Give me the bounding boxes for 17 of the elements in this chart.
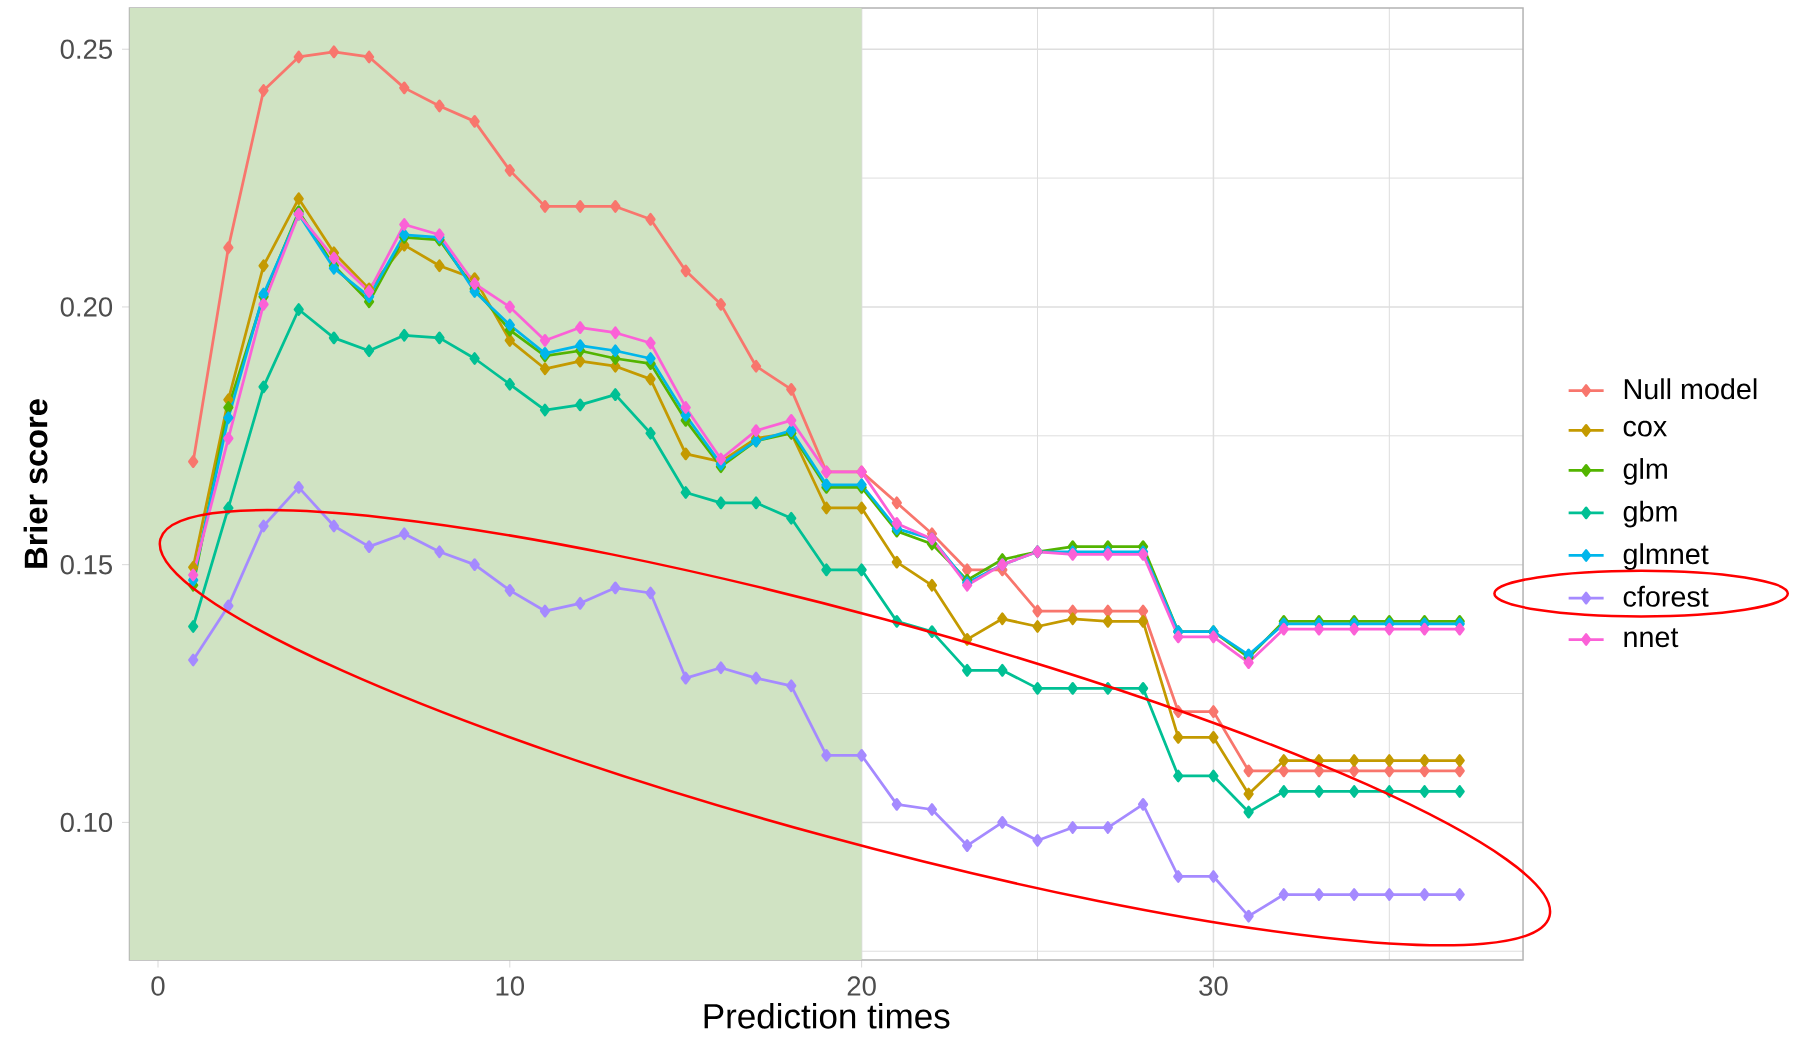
x-tick-label: 30 bbox=[1199, 976, 1228, 996]
x-tick-label: 0 bbox=[151, 976, 165, 996]
legend-label: glmnet bbox=[1623, 543, 1709, 570]
legend-label: Null model bbox=[1624, 378, 1757, 400]
x-tick-label: 20 bbox=[847, 976, 876, 996]
legend-label: glm bbox=[1623, 458, 1667, 485]
y-tick-label: 0.10 bbox=[60, 812, 113, 833]
legend-label: nnet bbox=[1624, 628, 1679, 648]
legend-label: cforest bbox=[1623, 585, 1709, 607]
y-tick-label: 0.25 bbox=[60, 39, 112, 59]
legend-label: cox bbox=[1623, 420, 1667, 437]
x-tick-label: 10 bbox=[496, 976, 524, 996]
y-tick-label: 0.20 bbox=[60, 297, 113, 317]
y-axis-title: Brier score bbox=[23, 399, 48, 568]
x-axis-title: Prediction times bbox=[704, 1002, 950, 1029]
legend-label: gbm bbox=[1623, 500, 1677, 528]
y-tick-label: 0.15 bbox=[60, 554, 112, 575]
